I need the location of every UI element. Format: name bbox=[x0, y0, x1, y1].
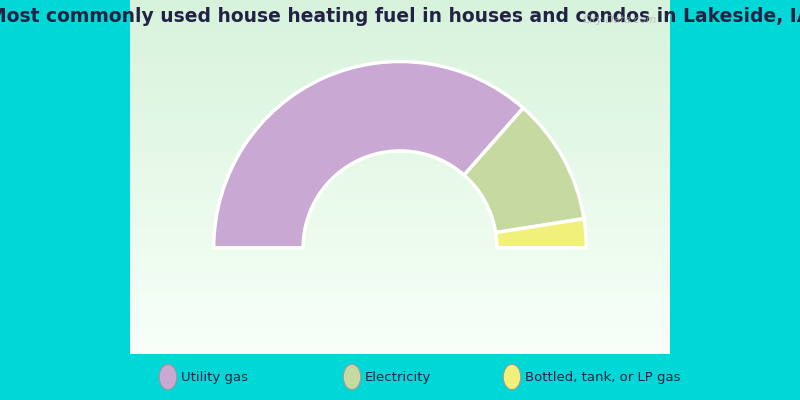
Text: Bottled, tank, or LP gas: Bottled, tank, or LP gas bbox=[525, 370, 680, 384]
Ellipse shape bbox=[503, 364, 521, 390]
Wedge shape bbox=[214, 62, 523, 248]
Ellipse shape bbox=[343, 364, 361, 390]
Wedge shape bbox=[464, 108, 584, 233]
Text: City-Data.com: City-Data.com bbox=[583, 15, 657, 25]
Wedge shape bbox=[496, 219, 586, 248]
Ellipse shape bbox=[159, 364, 177, 390]
Text: Most commonly used house heating fuel in houses and condos in Lakeside, IA: Most commonly used house heating fuel in… bbox=[0, 8, 800, 26]
Text: Electricity: Electricity bbox=[365, 370, 431, 384]
Text: Utility gas: Utility gas bbox=[181, 370, 248, 384]
